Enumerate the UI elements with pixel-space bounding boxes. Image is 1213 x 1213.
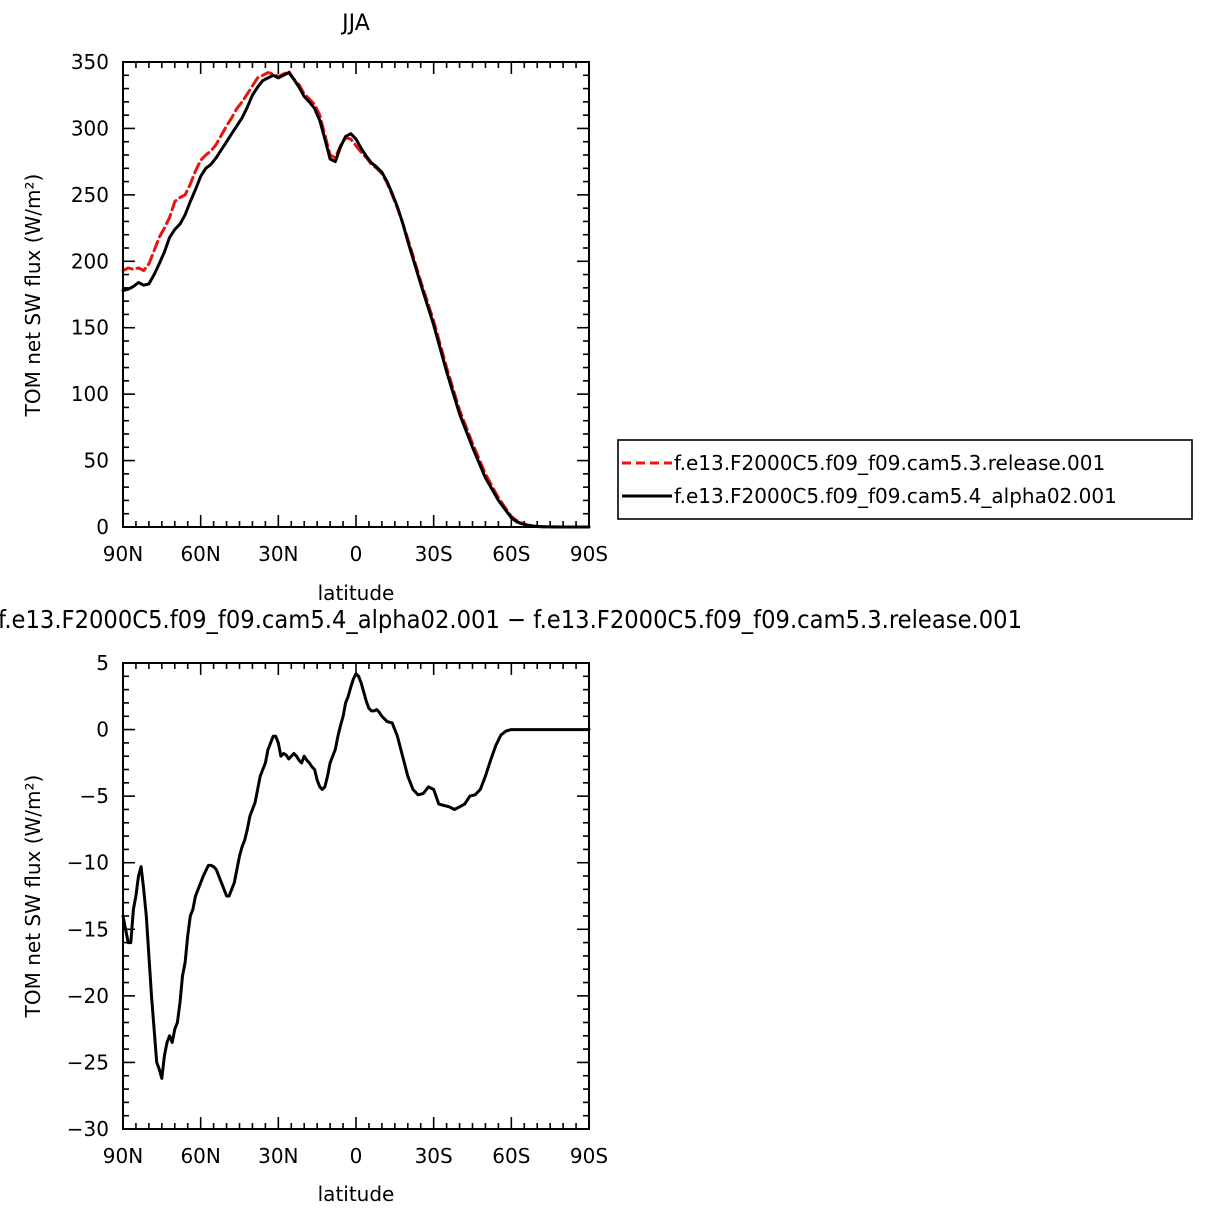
top-y-tick-label: 200 [71, 249, 109, 273]
bottom-panel: f.e13.F2000C5.f09_f09.cam5.4_alpha02.001… [0, 605, 1022, 1206]
bottom-series-lines [121, 672, 591, 1080]
bottom-x-tick-label: 60S [492, 1144, 530, 1168]
top-plot-frame [122, 61, 590, 528]
top-y-tick-label: 150 [71, 316, 109, 340]
bottom-x-tick-label: 60N [180, 1144, 220, 1168]
legend-box [617, 439, 1193, 520]
bottom-x-tick-label: 30N [258, 1144, 298, 1168]
top-y-tick-label: 100 [71, 382, 109, 406]
top-y-tick-labels: 0 50 100 150 200 250 300 350 [71, 50, 109, 539]
bottom-y-tick-label: −15 [67, 917, 109, 941]
top-y-tick-label: 0 [96, 515, 109, 539]
top-axis-ticks [122, 61, 590, 528]
bottom-y-tick-label: −25 [67, 1050, 109, 1074]
bottom-x-tick-label: 90S [570, 1144, 608, 1168]
top-x-axis-label: latitude [318, 581, 395, 605]
bottom-x-tick-label: 0 [350, 1144, 363, 1168]
top-panel: JJA 90N 60N 30N 0 30S 60S 90S 0 50 100 150 200 250 3… [21, 11, 1193, 605]
bottom-x-tick-label: 30S [415, 1144, 453, 1168]
top-y-tick-label: 50 [84, 449, 109, 473]
top-x-tick-label: 60S [492, 542, 530, 566]
bottom-axis-ticks [122, 662, 590, 1130]
bottom-y-tick-label: −20 [67, 984, 109, 1008]
bottom-y-tick-label: −30 [67, 1117, 109, 1141]
top-series-line-1 [121, 71, 591, 529]
top-y-tick-label: 350 [71, 50, 109, 74]
bottom-plot-frame [122, 662, 590, 1130]
legend-label-alpha: f.e13.F2000C5.f09_f09.cam5.4_alpha02.001 [674, 484, 1117, 508]
bottom-series-line-0 [121, 672, 591, 1080]
top-x-tick-label: 0 [350, 542, 363, 566]
bottom-y-tick-label: 5 [96, 651, 109, 675]
bottom-chart-title: f.e13.F2000C5.f09_f09.cam5.4_alpha02.001… [0, 605, 1022, 634]
top-y-axis-label: TOM net SW flux (W/m²) [21, 174, 45, 418]
bottom-x-tick-label: 90N [103, 1144, 143, 1168]
top-chart-title: JJA [340, 11, 370, 36]
top-x-tick-label: 90S [570, 542, 608, 566]
bottom-x-axis-label: latitude [318, 1182, 395, 1206]
bottom-y-tick-labels: 5 0 −5 −10 −15 −20 −25 −30 [67, 651, 109, 1141]
legend: f.e13.F2000C5.f09_f09.cam5.3.release.001… [617, 439, 1193, 520]
top-x-tick-label: 60N [180, 542, 220, 566]
top-x-tick-label: 90N [103, 542, 143, 566]
top-x-tick-labels: 90N 60N 30N 0 30S 60S 90S [103, 542, 608, 566]
bottom-y-tick-label: 0 [96, 718, 109, 742]
bottom-y-tick-label: −10 [67, 851, 109, 875]
top-x-tick-label: 30N [258, 542, 298, 566]
bottom-x-tick-labels: 90N 60N 30N 0 30S 60S 90S [103, 1144, 608, 1168]
top-x-tick-label: 30S [415, 542, 453, 566]
top-y-tick-label: 300 [71, 116, 109, 140]
top-series-line-0 [121, 69, 591, 529]
top-y-tick-label: 250 [71, 183, 109, 207]
bottom-y-axis-label: TOM net SW flux (W/m²) [21, 775, 45, 1019]
top-series-lines [121, 69, 591, 529]
bottom-y-tick-label: −5 [80, 784, 109, 808]
legend-label-release: f.e13.F2000C5.f09_f09.cam5.3.release.001 [674, 451, 1105, 475]
